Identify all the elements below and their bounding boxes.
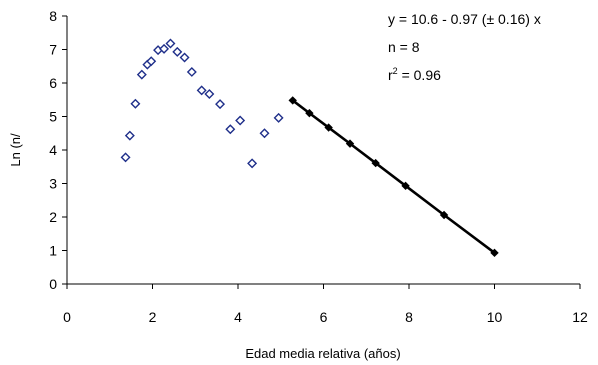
scatter-point [259, 128, 270, 139]
scatter-point [146, 56, 157, 67]
r2-exponent: 2 [393, 66, 398, 76]
regression-point [371, 158, 380, 168]
y-tick-label: 1 [49, 243, 57, 259]
scatter-point [235, 115, 246, 126]
x-tick-label: 10 [487, 309, 503, 325]
scatter-point [247, 158, 258, 169]
scatter-point [124, 130, 135, 141]
x-tick-label: 2 [149, 309, 157, 325]
regression-point [324, 123, 333, 132]
y-tick-label: 6 [49, 75, 57, 91]
y-tick-label: 3 [49, 176, 57, 192]
regression-annotation: y = 10.6 - 0.97 (± 0.16) x n = 8 r2 = 0.… [388, 11, 541, 83]
x-tick-label: 4 [234, 309, 242, 325]
scatter-point [186, 66, 197, 77]
equation-label: y = 10.6 - 0.97 (± 0.16) x [388, 11, 541, 27]
y-tick-label: 0 [49, 276, 57, 292]
regression-point [345, 139, 355, 148]
scatter-point [179, 52, 190, 63]
y-tick-label: 5 [49, 109, 57, 125]
scatter-point [130, 98, 141, 109]
regression-point [490, 248, 499, 258]
scatter-point [136, 69, 147, 80]
r2-label: r2 = 0.96 [388, 66, 441, 83]
scatter-point [196, 85, 207, 96]
scatter-point [215, 99, 226, 110]
y-tick-label: 8 [49, 8, 57, 24]
scatter-point [159, 43, 170, 54]
x-tick-label: 8 [405, 309, 413, 325]
scatter-point [120, 152, 131, 163]
x-tick-label: 12 [572, 309, 588, 325]
x-tick-label: 6 [320, 309, 328, 325]
x-axis-title: Edad media relativa (años) [245, 346, 400, 361]
y-tick-label: 4 [49, 142, 57, 158]
y-tick-label: 7 [49, 42, 57, 58]
regression-line [291, 99, 496, 254]
scatter-point [273, 112, 284, 123]
scatter-point [204, 89, 215, 100]
r2-prefix: r [388, 67, 393, 83]
scatter-point [225, 124, 236, 135]
regression-point [288, 96, 297, 105]
r2-value: = 0.96 [398, 67, 441, 83]
regression-point [401, 181, 410, 191]
y-ticks: 0 1 2 3 4 5 6 7 8 [49, 8, 67, 292]
x-ticks: 0 2 4 6 8 10 12 [63, 284, 588, 325]
y-axis-title: Ln (n/ [8, 133, 23, 167]
regression-point [439, 210, 449, 220]
y-tick-label: 2 [49, 209, 57, 225]
scatter-point [172, 46, 183, 57]
scatter-point [165, 38, 176, 49]
n-label: n = 8 [388, 39, 420, 55]
scatter-series [120, 38, 284, 169]
regression-series [288, 96, 499, 258]
regression-point [305, 108, 314, 118]
x-tick-label: 0 [63, 309, 71, 325]
